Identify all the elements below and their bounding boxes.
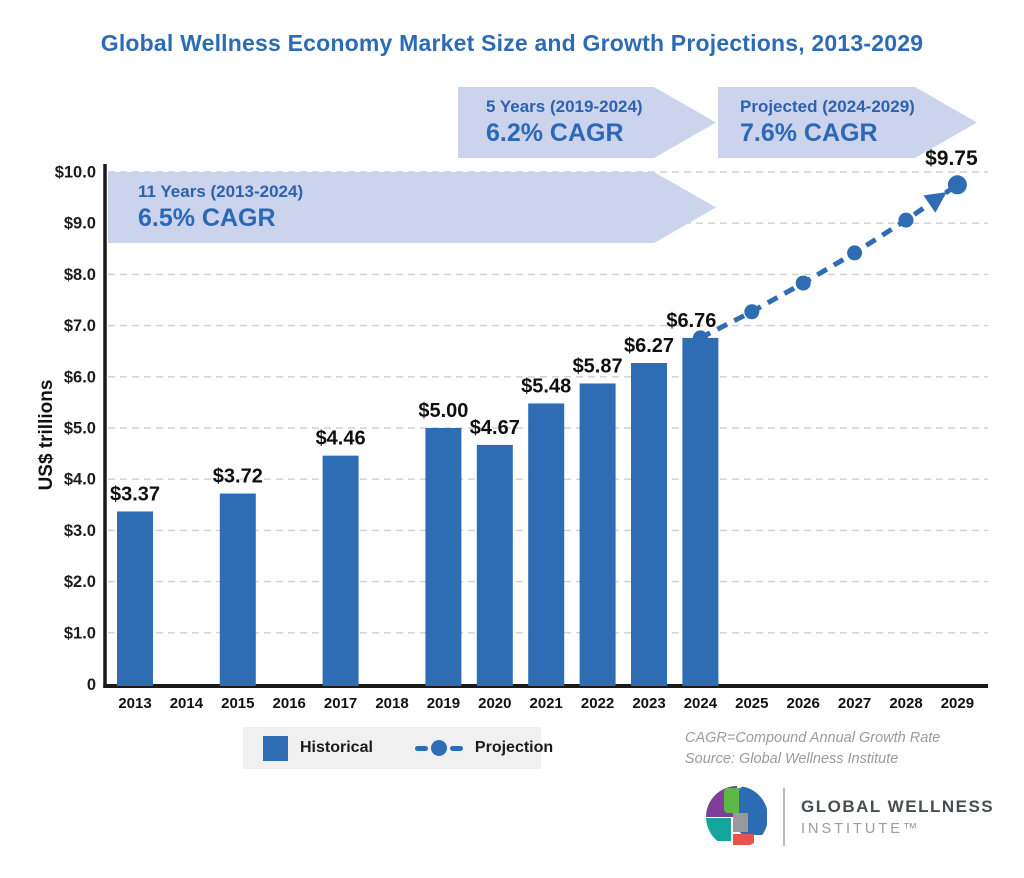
y-axis-title: US$ trillions xyxy=(36,379,57,491)
projection-point-2029 xyxy=(947,175,967,195)
bar-label-2023: $6.27 xyxy=(624,335,674,357)
y-tick-9: $9.0 xyxy=(64,215,96,233)
page-title: Global Wellness Economy Market Size and … xyxy=(100,30,924,56)
x-tick-2016: 2016 xyxy=(273,695,306,712)
y-tick-0: 0 xyxy=(87,676,96,694)
y-tick-1: $1.0 xyxy=(64,624,96,642)
y-tick-10: $10.0 xyxy=(55,164,96,182)
bar-2022 xyxy=(579,383,616,686)
x-tick-2014: 2014 xyxy=(170,695,204,712)
bar-2021 xyxy=(528,403,565,686)
x-tick-2024: 2024 xyxy=(684,695,718,712)
x-tick-2023: 2023 xyxy=(632,695,665,712)
y-tick-5: $5.0 xyxy=(64,420,96,438)
x-tick-2020: 2020 xyxy=(478,695,511,712)
bar-label-2017: $4.46 xyxy=(316,428,366,450)
projection-point-2027 xyxy=(847,245,863,261)
x-tick-2026: 2026 xyxy=(787,695,820,712)
projection-point-2026 xyxy=(795,275,811,291)
y-tick-2: $2.0 xyxy=(64,573,96,591)
projection-arrowhead-icon xyxy=(923,192,947,213)
x-tick-2015: 2015 xyxy=(221,695,254,712)
bar-label-2022: $5.87 xyxy=(573,355,623,377)
legend-historical-swatch xyxy=(263,735,288,761)
x-tick-2013: 2013 xyxy=(118,695,151,712)
footnote-cagr-definition: CAGR=Compound Annual Growth Rate xyxy=(685,730,941,746)
bar-2024 xyxy=(682,337,719,686)
y-tick-6: $6.0 xyxy=(64,368,96,386)
bar-label-2021: $5.48 xyxy=(521,375,571,397)
bar-label-2024: $6.76 xyxy=(666,310,716,332)
bar-2013 xyxy=(117,511,153,686)
cagr-banner-11-years-label: 11 Years (2013-2024) xyxy=(138,182,304,201)
y-tick-3: $3.0 xyxy=(64,522,96,540)
projection-line xyxy=(699,182,959,341)
logo-subname: INSTITUTE™ xyxy=(801,821,921,837)
x-tick-2022: 2022 xyxy=(581,695,614,712)
cagr-banner-projected: Projected (2024-2029) 7.6% CAGR xyxy=(718,87,977,158)
cagr-banner-5-years-value: 6.2% CAGR xyxy=(486,119,624,147)
cagr-banner-5-years: 5 Years (2019-2024) 6.2% CAGR xyxy=(458,87,716,158)
y-tick-7: $7.0 xyxy=(64,317,96,335)
cagr-banner-5-years-label: 5 Years (2019-2024) xyxy=(486,97,643,116)
y-tick-8: $8.0 xyxy=(64,266,96,284)
x-tick-2017: 2017 xyxy=(324,695,357,712)
cagr-banner-11-years-value: 6.5% CAGR xyxy=(138,204,276,232)
legend-projection-line-icon xyxy=(414,740,463,756)
cagr-banner-projected-label: Projected (2024-2029) xyxy=(740,97,915,116)
x-tick-2027: 2027 xyxy=(838,695,871,712)
footnote-source: Source: Global Wellness Institute xyxy=(685,751,899,767)
bar-2023 xyxy=(631,362,667,686)
x-tick-2021: 2021 xyxy=(530,695,563,712)
x-tick-2018: 2018 xyxy=(375,695,408,712)
y-tick-4: $4.0 xyxy=(64,471,96,489)
bar-label-2020: $4.67 xyxy=(470,417,520,439)
projection-label-2029: $9.75 xyxy=(925,147,978,170)
legend-projection-label: Projection xyxy=(474,739,554,756)
bar-2017 xyxy=(322,455,359,686)
bar-2019 xyxy=(425,428,462,686)
x-tick-2019: 2019 xyxy=(427,695,460,712)
bar-label-2013: $3.37 xyxy=(110,483,160,505)
projection-point-2028 xyxy=(898,212,914,228)
cagr-banner-projected-value: 7.6% CAGR xyxy=(740,119,878,147)
logo-divider xyxy=(783,788,785,846)
gwi-logo-icon xyxy=(706,786,768,848)
x-tick-2025: 2025 xyxy=(735,695,768,712)
bar-2015 xyxy=(219,493,256,686)
legend-historical-label: Historical xyxy=(300,739,373,756)
bar-label-2019: $5.00 xyxy=(418,400,468,422)
x-tick-2029: 2029 xyxy=(941,695,974,712)
projection-point-2024 xyxy=(692,330,708,346)
projection-point-2025 xyxy=(744,304,760,320)
legend: Historical Projection xyxy=(243,727,553,769)
cagr-banner-11-years: 11 Years (2013-2024) 6.5% CAGR xyxy=(108,172,716,243)
gwi-logo: GLOBAL WELLNESS INSTITUTE™ xyxy=(705,785,994,849)
bar-label-2015: $3.72 xyxy=(213,466,263,488)
x-tick-2028: 2028 xyxy=(889,695,922,712)
footnotes: CAGR=Compound Annual Growth Rate Source:… xyxy=(685,728,940,770)
bar-2020 xyxy=(476,444,513,686)
logo-name: GLOBAL WELLNESS xyxy=(801,797,995,816)
